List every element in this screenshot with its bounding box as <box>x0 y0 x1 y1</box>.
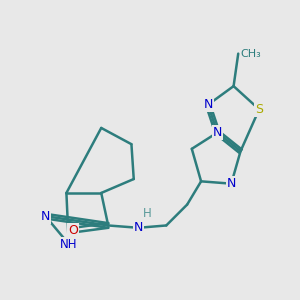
Text: N: N <box>41 210 50 223</box>
Text: O: O <box>68 224 78 237</box>
Text: H: H <box>143 207 152 220</box>
Text: N: N <box>226 177 236 190</box>
Text: S: S <box>255 103 263 116</box>
Text: CH₃: CH₃ <box>241 49 261 58</box>
Text: N: N <box>134 221 143 234</box>
Text: NH: NH <box>60 238 77 250</box>
Text: N: N <box>203 98 213 111</box>
Text: N: N <box>213 126 222 139</box>
